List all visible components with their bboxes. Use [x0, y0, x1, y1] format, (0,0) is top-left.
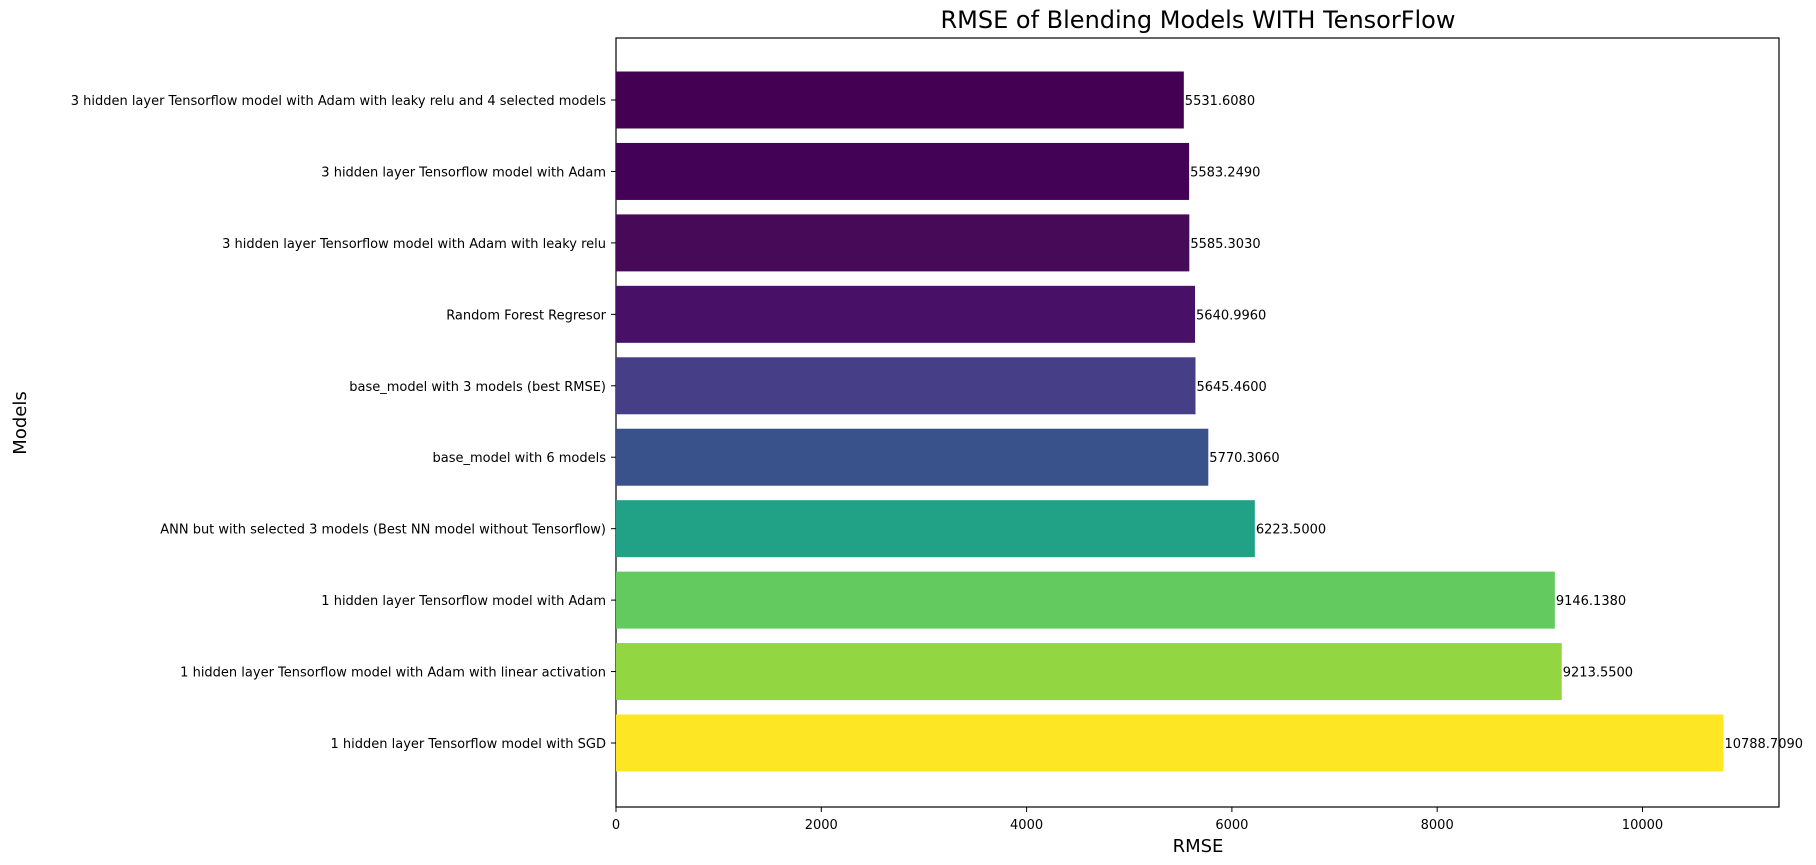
bar-value-label: 5583.2490	[1190, 165, 1260, 180]
bar	[616, 571, 1555, 629]
x-tick-label: 2000	[805, 818, 838, 833]
bar	[616, 71, 1184, 129]
plot-area-frame	[615, 37, 1780, 808]
y-tick-label: ANN but with selected 3 models (Best NN …	[160, 523, 606, 538]
bars-layer	[616, 71, 1724, 772]
y-tick-label: 3 hidden layer Tensorflow model with Ada…	[71, 94, 607, 109]
bar-value-label: 5770.3060	[1209, 451, 1279, 466]
bar	[616, 214, 1190, 272]
bar-value-label: 6223.5000	[1256, 523, 1326, 538]
y-axis-label: Models	[10, 391, 31, 454]
bar	[616, 643, 1562, 701]
bar	[616, 142, 1190, 200]
bar-value-label: 9213.5500	[1563, 666, 1633, 681]
x-tick-label: 0	[612, 818, 620, 833]
bar-value-label: 5640.9960	[1196, 308, 1266, 323]
bar-value-label: 5531.6080	[1185, 94, 1255, 109]
value-labels-layer: 5531.6080 5583.2490 5585.3030 5640.9960 5645…	[1185, 94, 1803, 752]
y-tick-label: base_model with 3 models (best RMSE)	[349, 380, 606, 395]
bar-value-label: 10788.7090	[1724, 737, 1803, 752]
chart-title: RMSE of Blending Models WITH TensorFlow	[941, 6, 1456, 34]
x-axis-label: RMSE	[1173, 836, 1224, 857]
x-tick-label: 8000	[1421, 818, 1454, 833]
y-tick-label: 3 hidden layer Tensorflow model with Ada…	[321, 165, 606, 180]
bar-value-label: 5585.3030	[1190, 237, 1260, 252]
bar	[616, 500, 1255, 558]
y-tick-label: 3 hidden layer Tensorflow model with Ada…	[222, 237, 606, 252]
bar-value-label: 5645.4600	[1196, 380, 1266, 395]
bar	[616, 285, 1196, 343]
y-tick-label: 1 hidden layer Tensorflow model with Ada…	[321, 594, 606, 609]
bar	[616, 357, 1196, 415]
x-tick-label: 4000	[1010, 818, 1043, 833]
x-tick-label: 10000	[1622, 818, 1663, 833]
y-tick-label: 1 hidden layer Tensorflow model with SGD	[331, 737, 606, 752]
bar	[616, 428, 1209, 486]
y-tick-label: base_model with 6 models	[433, 451, 607, 466]
bar	[616, 714, 1724, 772]
y-tick-label: Random Forest Regresor	[446, 308, 606, 323]
y-tick-label: 1 hidden layer Tensorflow model with Ada…	[180, 666, 606, 681]
bar-value-label: 9146.1380	[1556, 594, 1626, 609]
x-tick-label: 6000	[1215, 818, 1248, 833]
y-axis-ticks: 3 hidden layer Tensorflow model with Ada…	[71, 94, 616, 752]
x-axis-ticks: 0 2000 4000 6000 8000 10000	[612, 807, 1663, 833]
